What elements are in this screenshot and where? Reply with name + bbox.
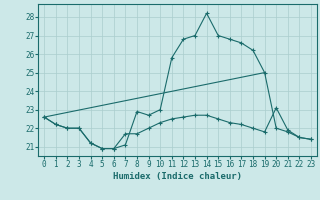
- X-axis label: Humidex (Indice chaleur): Humidex (Indice chaleur): [113, 172, 242, 181]
